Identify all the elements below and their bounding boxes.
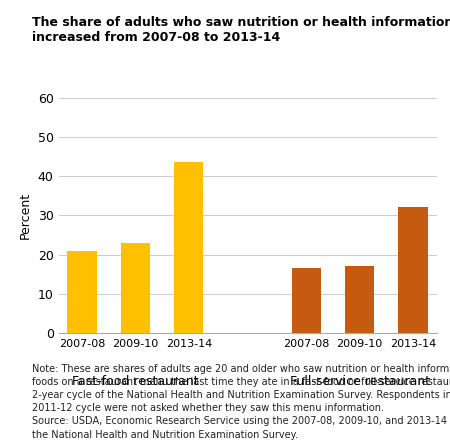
Text: Full-service restaurant: Full-service restaurant (289, 375, 430, 388)
Text: Fast-food restaurant: Fast-food restaurant (72, 375, 199, 388)
Bar (398, 207, 428, 333)
Y-axis label: Percent: Percent (19, 192, 32, 239)
Text: The share of adults who saw nutrition or health information on a restaurant menu: The share of adults who saw nutrition or… (32, 16, 450, 44)
Bar (292, 268, 321, 333)
Bar (121, 243, 150, 333)
Bar (345, 266, 374, 333)
Text: Note: These are shares of adults age 20 and older who saw nutrition or health in: Note: These are shares of adults age 20 … (32, 364, 450, 440)
Bar (68, 250, 97, 333)
Bar (174, 163, 203, 333)
